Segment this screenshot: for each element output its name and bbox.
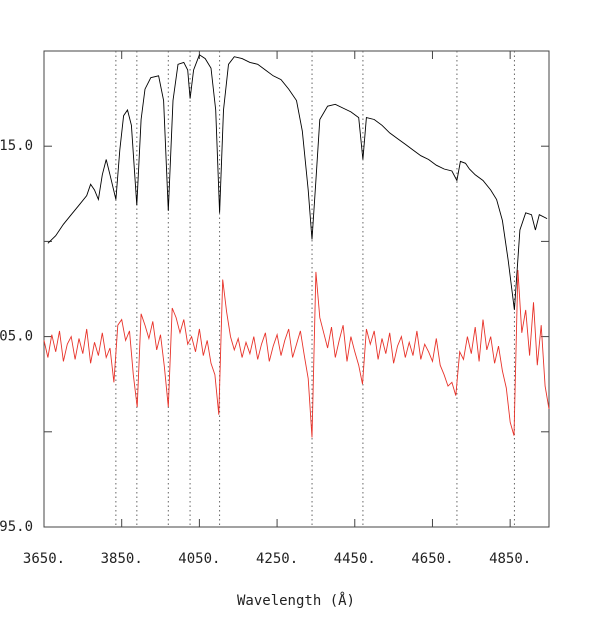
x-tick-label: 3850.: [101, 551, 143, 567]
y-tick-label: 15.0: [0, 138, 33, 154]
y-tick-label: 05.0: [0, 329, 33, 345]
x-tick-label: 4450.: [334, 551, 376, 567]
x-tick-label: 4250.: [256, 551, 298, 567]
spectrum-line: [47, 54, 548, 310]
plot-frame: [43, 50, 550, 528]
x-axis-label: Wavelength (Å): [237, 592, 355, 609]
x-tick-label: 4050.: [178, 551, 220, 567]
x-tick-label: 4850.: [489, 551, 531, 567]
y-tick-label: 95.0: [0, 519, 33, 535]
x-tick-label: 4650.: [411, 551, 453, 567]
x-tick-label: 3650.: [23, 551, 65, 567]
spectrum-line: [43, 269, 550, 438]
